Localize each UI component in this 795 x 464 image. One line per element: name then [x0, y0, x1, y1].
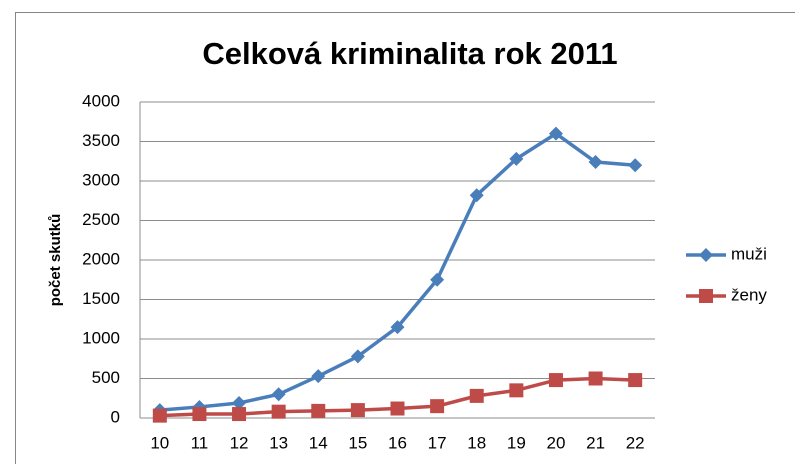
- data-point: [311, 403, 326, 418]
- chart-title: Celková kriminalita rok 2011: [202, 36, 617, 71]
- data-point: [350, 349, 365, 364]
- legend-marker: [699, 248, 713, 262]
- data-point: [430, 272, 445, 287]
- x-tick-label: 15: [348, 433, 367, 452]
- data-point: [548, 126, 563, 141]
- data-point: [469, 188, 484, 203]
- y-tick-label: 3500: [82, 131, 120, 150]
- data-point: [232, 395, 247, 410]
- data-point: [390, 401, 405, 416]
- y-tick-label: 4000: [82, 91, 120, 110]
- y-tick-label: 0: [111, 407, 120, 426]
- data-point: [192, 407, 207, 422]
- data-point: [588, 371, 603, 386]
- y-tick-label: 3000: [82, 170, 120, 189]
- y-axis-label: počet skutků: [47, 214, 64, 307]
- x-tick-label: 16: [388, 433, 407, 452]
- data-point: [271, 404, 286, 419]
- y-tick-label: 1000: [82, 328, 120, 347]
- legend-label: ženy: [731, 285, 767, 304]
- x-tick-label: 11: [191, 433, 209, 452]
- x-tick-label: 10: [150, 433, 169, 452]
- data-point: [232, 407, 247, 422]
- x-tick-label: 18: [467, 433, 486, 452]
- data-point: [390, 320, 405, 335]
- data-point: [588, 155, 603, 170]
- data-point: [628, 158, 643, 173]
- x-tick-label: 12: [230, 433, 249, 452]
- x-tick-label: 17: [428, 433, 447, 452]
- x-tick-label: 19: [507, 433, 526, 452]
- x-tick-label: 21: [586, 433, 605, 452]
- data-point: [350, 403, 365, 418]
- x-tick-label: 13: [269, 433, 288, 452]
- y-tick-label: 2000: [82, 249, 120, 268]
- data-point: [509, 151, 524, 166]
- data-point: [548, 373, 563, 388]
- data-point: [430, 399, 445, 414]
- series-line: [159, 131, 636, 412]
- data-point: [311, 369, 326, 384]
- legend-marker: [699, 289, 713, 303]
- y-tick-label: 1500: [82, 289, 120, 308]
- x-tick-label: 20: [547, 433, 566, 452]
- data-point: [271, 387, 286, 402]
- data-point: [469, 388, 484, 403]
- y-tick-label: 500: [92, 368, 120, 387]
- data-point: [509, 383, 524, 398]
- legend-label: muži: [731, 244, 767, 263]
- data-point: [152, 408, 167, 423]
- y-tick-label: 2500: [82, 210, 120, 229]
- x-tick-label: 22: [626, 433, 645, 452]
- data-point: [628, 373, 643, 388]
- x-tick-label: 14: [309, 433, 328, 452]
